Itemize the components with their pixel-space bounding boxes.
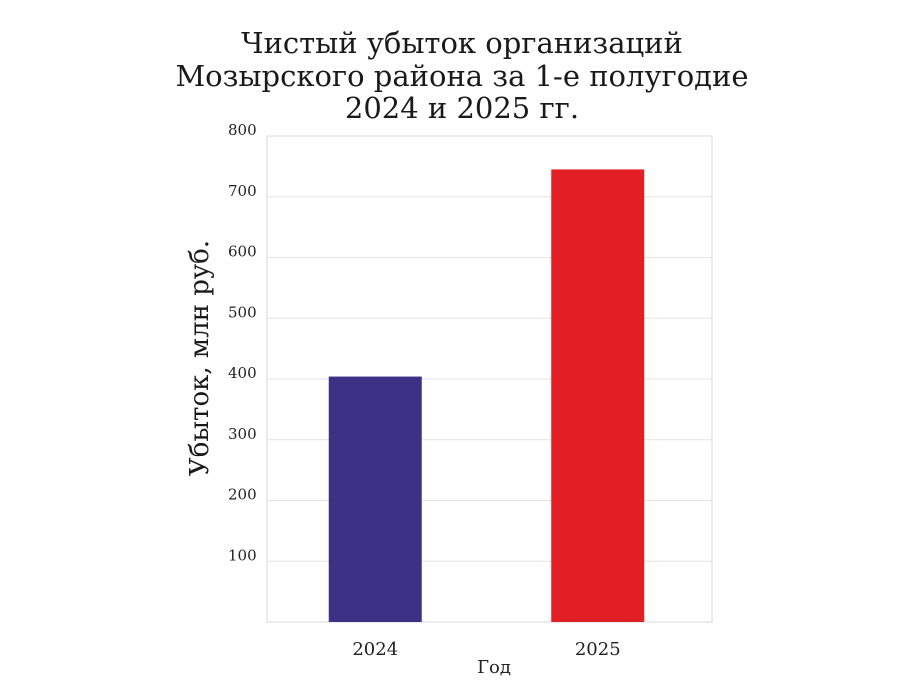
x-axis-categories: 2024 2025 (352, 639, 620, 660)
y-tick-label-800: 800 (228, 121, 257, 139)
chart-title-line-1: Чистый убыток организаций (241, 26, 683, 60)
x-tick-label-2024: 2024 (352, 639, 398, 660)
y-tick-label-200: 200 (228, 486, 257, 504)
y-tick-label-400: 400 (228, 364, 257, 382)
bar-2025 (551, 169, 645, 622)
chart-title: Чистый убыток организаций Мозырского рай… (175, 26, 748, 125)
y-tick-label-600: 600 (228, 243, 257, 261)
y-tick-label-100: 100 (228, 546, 257, 564)
bars (328, 169, 645, 622)
y-tick-label-500: 500 (228, 303, 257, 321)
bar-2024 (328, 376, 422, 622)
y-tick-label-700: 700 (228, 182, 257, 200)
y-axis-ticks: 100 200 300 400 500 600 700 800 (228, 121, 257, 564)
y-tick-label-300: 300 (228, 425, 257, 443)
plot-area (266, 135, 713, 623)
chart-title-line-2: Мозырского района за 1-е полугодие (175, 59, 748, 93)
x-axis-label: Год (477, 657, 511, 678)
y-axis-label: Убыток, млн руб. (185, 240, 215, 476)
chart-title-line-3: 2024 и 2025 гг. (345, 91, 579, 125)
x-tick-label-2025: 2025 (575, 639, 621, 660)
